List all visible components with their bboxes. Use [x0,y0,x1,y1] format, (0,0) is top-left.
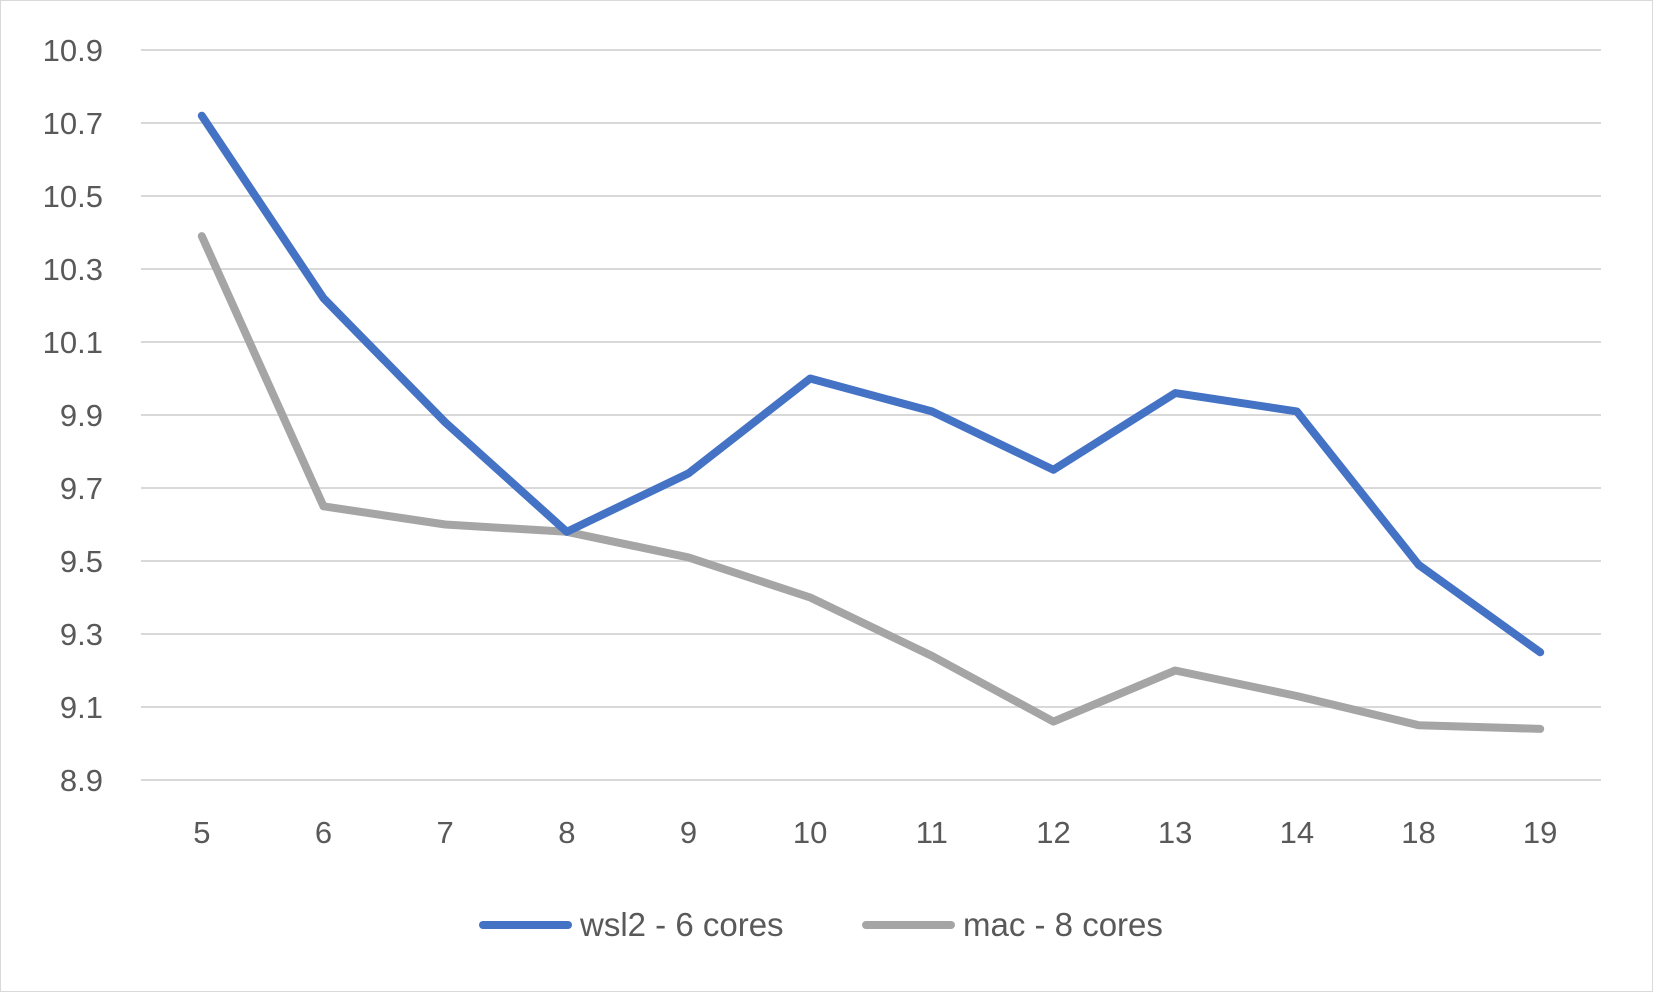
x-tick-label: 8 [558,815,575,850]
series-line-wsl2 [197,111,1545,657]
y-axis-ticks: 10.9 10.7 10.5 10.3 10.1 9.9 9.7 9.5 9.3 9.1 8.9 [43,33,103,798]
x-tick-label: 19 [1523,815,1557,850]
x-tick-label: 18 [1401,815,1435,850]
series-line-mac [197,232,1545,733]
y-tick-label: 10.1 [43,325,103,360]
y-tick-label: 10.3 [43,252,103,287]
x-tick-label: 11 [916,815,948,850]
y-tick-label: 10.7 [43,106,103,141]
x-tick-label: 9 [680,815,697,850]
y-tick-label: 9.5 [60,544,103,579]
y-tick-label: 9.1 [60,690,103,725]
y-tick-label: 9.3 [60,617,103,652]
series-lines [197,111,1545,733]
x-tick-label: 13 [1158,815,1192,850]
y-tick-label: 10.5 [43,179,103,214]
y-tick-label: 8.9 [60,763,103,798]
x-tick-label: 7 [437,815,454,850]
x-tick-label: 14 [1280,815,1314,850]
legend-label: wsl2 - 6 cores [579,906,784,943]
x-axis-ticks: 5 6 7 8 9 10 11 12 13 14 18 19 [193,815,1557,850]
y-tick-label: 9.9 [60,398,103,433]
y-tick-label: 10.9 [43,33,103,68]
x-tick-label: 5 [193,815,210,850]
x-tick-label: 6 [315,815,332,850]
legend: wsl2 - 6 cores mac - 8 cores [479,906,1163,943]
y-tick-label: 9.7 [60,471,103,506]
x-tick-label: 12 [1036,815,1070,850]
x-tick-label: 10 [793,815,827,850]
legend-label: mac - 8 cores [963,906,1163,943]
gridlines [141,49,1601,781]
